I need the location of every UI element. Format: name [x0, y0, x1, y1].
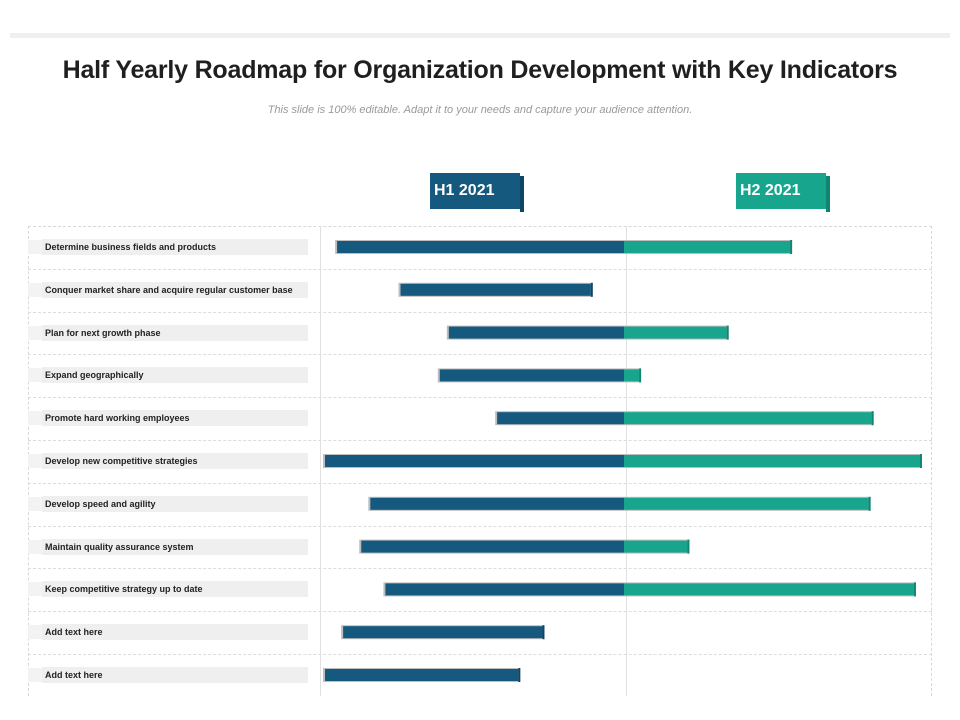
task-bar-endcap [639, 368, 642, 383]
task-label: Promote hard working employees [42, 410, 308, 427]
row-separator [28, 611, 932, 613]
row-separator [28, 311, 932, 313]
task-bar-endcap [871, 411, 874, 426]
task-bar-h2 [624, 455, 920, 467]
task-bar-h2 [624, 241, 791, 253]
row-separator [28, 654, 932, 655]
row-label-notch [28, 240, 42, 254]
task-bar-h1 [448, 326, 624, 339]
row-separator [28, 440, 932, 441]
task-bar-h2 [624, 583, 914, 596]
row-label-notch [28, 668, 42, 682]
period-tag-h2: H2 2021 [736, 173, 830, 212]
row-label-notch [28, 582, 42, 597]
task-bar-endcap [790, 240, 793, 254]
task-bar-h2 [624, 369, 640, 382]
task-bar-h2 [624, 497, 869, 510]
row-label-notch [28, 496, 42, 511]
task-bar-endcap [590, 282, 593, 297]
task-bar-h1 [497, 412, 624, 425]
task-bar-h1 [337, 241, 624, 253]
row-label-notch [28, 625, 42, 640]
row-label-notch [28, 454, 42, 468]
task-label: Expand geographically [42, 367, 308, 384]
period-tag-h1: H1 2021 [430, 173, 524, 212]
row-separator [28, 354, 932, 356]
task-bar-h2 [624, 412, 872, 425]
task-bar-h1 [325, 455, 624, 467]
task-bar-endcap [687, 539, 690, 554]
task-bar-h2 [624, 326, 727, 339]
page-subtitle: This slide is 100% editable. Adapt it to… [267, 104, 693, 116]
task-bar-h1 [343, 626, 543, 639]
task-label: Maintain quality assurance system [42, 538, 308, 555]
task-label: Conquer market share and acquire regular… [42, 281, 308, 298]
row-label-notch [28, 539, 42, 554]
row-separator [28, 268, 932, 270]
task-label: Determine business fields and products [42, 239, 308, 255]
task-bar-h2 [624, 540, 688, 553]
page-title: Half Yearly Roadmap for Organization Dev… [62, 56, 898, 84]
task-label: Develop speed and agility [42, 495, 308, 512]
task-bar-endcap [542, 625, 545, 640]
task-bar-endcap [868, 496, 871, 511]
task-label: Keep competitive strategy up to date [42, 581, 308, 598]
row-label-notch [28, 282, 42, 297]
task-label: Add text here [42, 667, 308, 683]
timeline-start-line [320, 226, 321, 696]
task-bar-h1 [439, 369, 624, 382]
row-label-notch [28, 411, 42, 426]
task-bar-endcap [726, 325, 729, 340]
task-bar-h1 [385, 583, 624, 596]
row-separator [28, 525, 932, 527]
row-separator [28, 482, 932, 484]
task-bar-h1 [370, 497, 624, 510]
task-bar-endcap [913, 582, 916, 597]
task-bar-h1 [400, 283, 591, 296]
row-separator [28, 397, 932, 399]
task-label: Add text here [42, 624, 308, 641]
task-label: Develop new competitive strategies [42, 453, 308, 469]
task-bar-h1 [325, 669, 519, 681]
top-accent-strip [10, 33, 950, 38]
row-label-notch [28, 368, 42, 383]
task-bar-h1 [361, 540, 624, 553]
row-separator [28, 568, 932, 570]
task-label: Plan for next growth phase [42, 324, 308, 341]
task-bar-endcap [518, 668, 521, 682]
row-label-notch [28, 325, 42, 340]
task-bar-endcap [919, 454, 922, 468]
